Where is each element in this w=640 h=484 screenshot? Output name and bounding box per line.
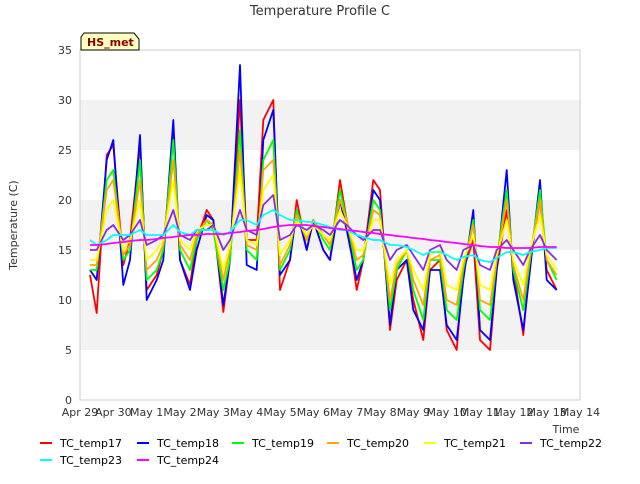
legend-label: TC_temp19 — [251, 437, 314, 450]
y-tick-label: 20 — [58, 194, 72, 207]
x-tick-label: May 8 — [363, 406, 396, 419]
grid-band — [80, 300, 580, 350]
legend-label: TC_temp17 — [59, 437, 122, 450]
x-tick-label: May 13 — [527, 406, 567, 419]
legend-label: TC_temp20 — [346, 437, 409, 450]
site-badge: HS_met — [80, 32, 140, 51]
y-tick-label: 5 — [65, 344, 72, 357]
plot-area-frame — [79, 49, 581, 401]
grid-band — [80, 100, 580, 150]
x-tick-label: May 5 — [263, 406, 296, 419]
legend-label: TC_temp21 — [443, 437, 506, 450]
legend-item-tc_temp22: TC_temp22 — [520, 437, 602, 450]
site-badge-shape — [80, 32, 140, 51]
x-tick-label: May 7 — [330, 406, 363, 419]
x-tick-label: May 11 — [460, 406, 500, 419]
y-tick-label: 10 — [58, 294, 72, 307]
legend-label: TC_temp23 — [59, 454, 122, 467]
x-tick-label: May 3 — [197, 406, 230, 419]
series-line-tc_temp21 — [90, 169, 558, 291]
y-axis-title: Temperature (C) — [7, 180, 20, 270]
legend-label: TC_temp22 — [539, 437, 602, 450]
x-tick-label: May 6 — [297, 406, 330, 419]
legend-item-tc_temp20: TC_temp20 — [327, 437, 409, 450]
y-tick-label: 0 — [65, 394, 72, 407]
series-lines — [89, 64, 558, 351]
x-tick-label: May 1 — [130, 406, 163, 419]
y-tick-label: 35 — [58, 44, 72, 57]
chart-title: Temperature Profile C — [249, 4, 390, 19]
x-tick-label: May 12 — [493, 406, 533, 419]
y-axis-ticks: 0 5 10 15 20 25 30 35 — [58, 44, 72, 407]
legend-item-tc_temp19: TC_temp19 — [232, 437, 314, 450]
legend-item-tc_temp18: TC_temp18 — [137, 437, 219, 450]
series-line-tc_temp24 — [90, 224, 557, 249]
series-line-tc_temp23 — [89, 209, 557, 263]
x-tick-label: May 10 — [427, 406, 467, 419]
x-tick-label: May 2 — [163, 406, 196, 419]
legend-label: TC_temp18 — [156, 437, 219, 450]
x-axis-title: Time — [552, 423, 580, 436]
x-tick-label: May 9 — [397, 406, 430, 419]
x-tick-label: Apr 30 — [95, 406, 132, 419]
legend-item-tc_temp17: TC_temp17 — [40, 437, 122, 450]
site-badge-label: HS_met — [87, 36, 134, 49]
y-tick-label: 25 — [58, 144, 72, 157]
x-tick-label: May 14 — [560, 406, 600, 419]
legend-label: TC_temp24 — [156, 454, 219, 467]
x-tick-label: Apr 29 — [62, 406, 99, 419]
y-tick-label: 15 — [58, 244, 72, 257]
grid-bands — [80, 100, 580, 350]
x-tick-label: May 4 — [230, 406, 263, 419]
legend-item-tc_temp23: TC_temp23 — [40, 454, 122, 467]
y-tick-label: 30 — [58, 94, 72, 107]
legend: TC_temp17 TC_temp18 TC_temp19 TC_temp20 TC_t… — [40, 437, 602, 467]
legend-item-tc_temp21: TC_temp21 — [424, 437, 506, 450]
legend-item-tc_temp24: TC_temp24 — [137, 454, 219, 467]
